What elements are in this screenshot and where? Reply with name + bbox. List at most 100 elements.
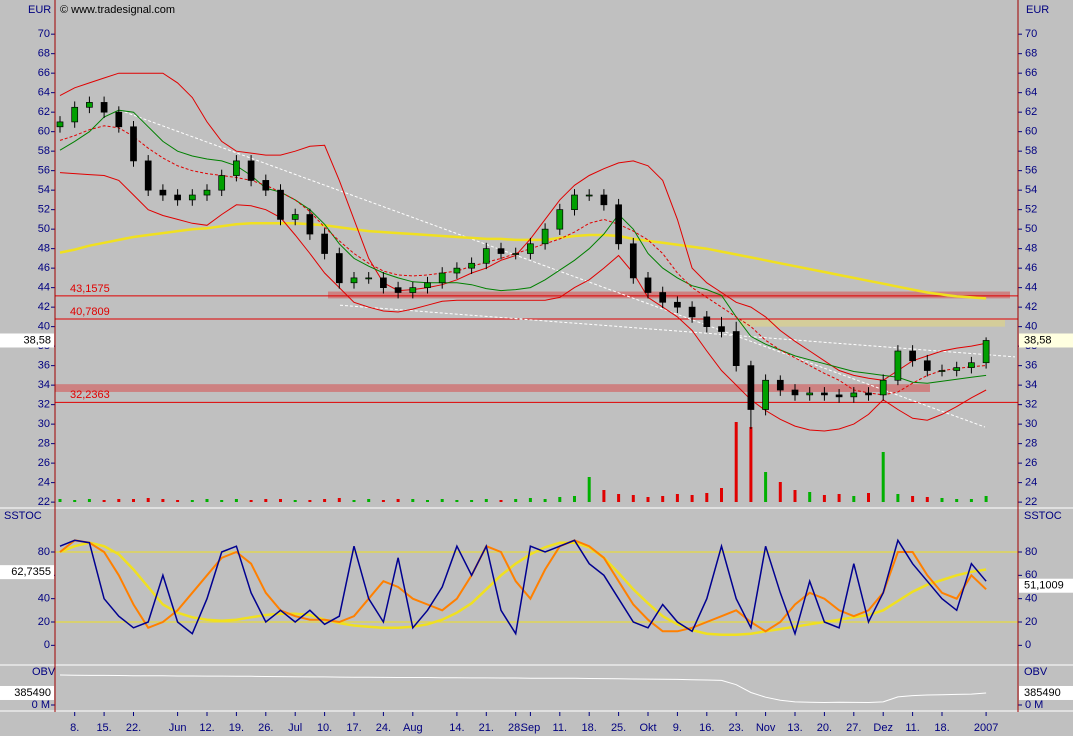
volume-bar (984, 496, 988, 502)
x-tick-label: 13. (787, 722, 802, 734)
volume-bar (484, 499, 488, 502)
x-tick-label: Aug (403, 722, 423, 734)
x-tick-label: 25. (611, 722, 626, 734)
x-tick-label: 11. (553, 722, 567, 734)
y-tick-label: 60 (38, 126, 50, 138)
y-tick-label: 48 (1025, 243, 1037, 255)
y-tick-label: 36 (1025, 360, 1037, 372)
panel-label: EUR (28, 4, 51, 16)
x-tick-label: 26. (258, 722, 273, 734)
y-tick-label: 20 (1025, 616, 1037, 628)
y-tick-label: 22 (38, 496, 50, 508)
indicator-line (59, 125, 987, 396)
candle-body (835, 394, 843, 398)
volume-bar (896, 494, 900, 502)
y-tick-label: 40 (1025, 593, 1037, 605)
volume-bar (940, 498, 944, 502)
volume-bar (661, 496, 665, 502)
value-box (1019, 578, 1073, 593)
candle-body (335, 253, 343, 284)
panel-label: SSTOC (1024, 510, 1062, 522)
candle-body (644, 277, 652, 293)
volume-bar (881, 452, 885, 502)
y-tick-label: 50 (1025, 223, 1037, 235)
volume-bar (925, 497, 929, 502)
x-tick-label: 10. (317, 722, 332, 734)
volume-bar (573, 496, 576, 502)
candle-body (541, 228, 549, 245)
candle-body (144, 160, 152, 191)
indicator-line (59, 172, 987, 432)
y-tick-label: 22 (1025, 496, 1037, 508)
volume-bar (793, 490, 797, 502)
candle-body (203, 189, 211, 196)
candle-body (512, 253, 520, 255)
watermark: © www.tradesignal.com (60, 4, 175, 16)
volume-bar (190, 500, 194, 502)
y-tick-label: 34 (1025, 379, 1037, 391)
candle-body (174, 194, 181, 201)
volume-bar (705, 493, 709, 502)
value-box (0, 685, 54, 700)
x-tick-label: 15. (96, 722, 111, 734)
volume-bar (808, 492, 812, 502)
candle-body (923, 360, 931, 371)
y-tick-label: 60 (1025, 126, 1037, 138)
candle-body (659, 292, 667, 303)
x-tick-label: 16. (699, 722, 714, 734)
candle-body (953, 367, 961, 371)
volume-bar (764, 472, 768, 502)
y-tick-label: 46 (38, 262, 50, 274)
y-tick-label: 44 (38, 282, 50, 294)
y-tick-label: 66 (1025, 67, 1037, 79)
y-tick-label: 70 (38, 28, 50, 40)
x-tick-label: 17. (346, 722, 361, 734)
indicator-line (59, 109, 987, 384)
y-tick-label: 60 (1025, 569, 1037, 581)
volume-bar (205, 499, 209, 502)
candle-body (380, 277, 387, 288)
value-label: 38,58 (23, 334, 51, 346)
y-tick-label: 58 (38, 145, 50, 157)
volume-bar (176, 500, 180, 502)
y-tick-label: 24 (1025, 477, 1037, 489)
candle-body (277, 189, 284, 220)
volume-bar (411, 499, 415, 502)
candle-body (850, 392, 858, 398)
y-tick-label: 40 (1025, 321, 1037, 333)
volume-bar (352, 500, 356, 502)
volume-bar (852, 496, 856, 502)
x-tick-label: 8. (70, 722, 79, 734)
x-tick-label: 18. (582, 722, 597, 734)
panel-label: SSTOC (4, 510, 42, 522)
candle-body (306, 214, 314, 235)
volume-bar (749, 427, 753, 502)
volume-bar (234, 499, 238, 502)
candle-body (674, 301, 681, 308)
candle-body (350, 277, 358, 284)
y-tick-label: 64 (38, 87, 50, 99)
value-label: 385490 (14, 687, 51, 699)
candle-body (629, 243, 637, 279)
volume-bar (146, 498, 150, 502)
volume-bar (514, 499, 518, 502)
y-tick-label: 42 (1025, 301, 1037, 313)
y-tick-label: 64 (1025, 87, 1037, 99)
x-tick-label: Okt (639, 722, 656, 734)
volume-bar (161, 499, 165, 502)
volume-bar (470, 500, 474, 502)
x-tick-label: Nov (756, 722, 776, 734)
volume-bar (587, 477, 591, 502)
volume-bar (631, 495, 635, 502)
y-tick-label: 56 (1025, 165, 1037, 177)
y-tick-label: 40 (38, 321, 50, 333)
y-tick-label: 40 (38, 593, 50, 605)
volume-bar (58, 499, 62, 502)
volume-bar (440, 499, 444, 502)
candle-body (86, 102, 93, 108)
volume-bar (220, 500, 224, 502)
indicator-line (59, 222, 987, 300)
candle-body (968, 362, 975, 368)
volume-bar (822, 495, 826, 502)
